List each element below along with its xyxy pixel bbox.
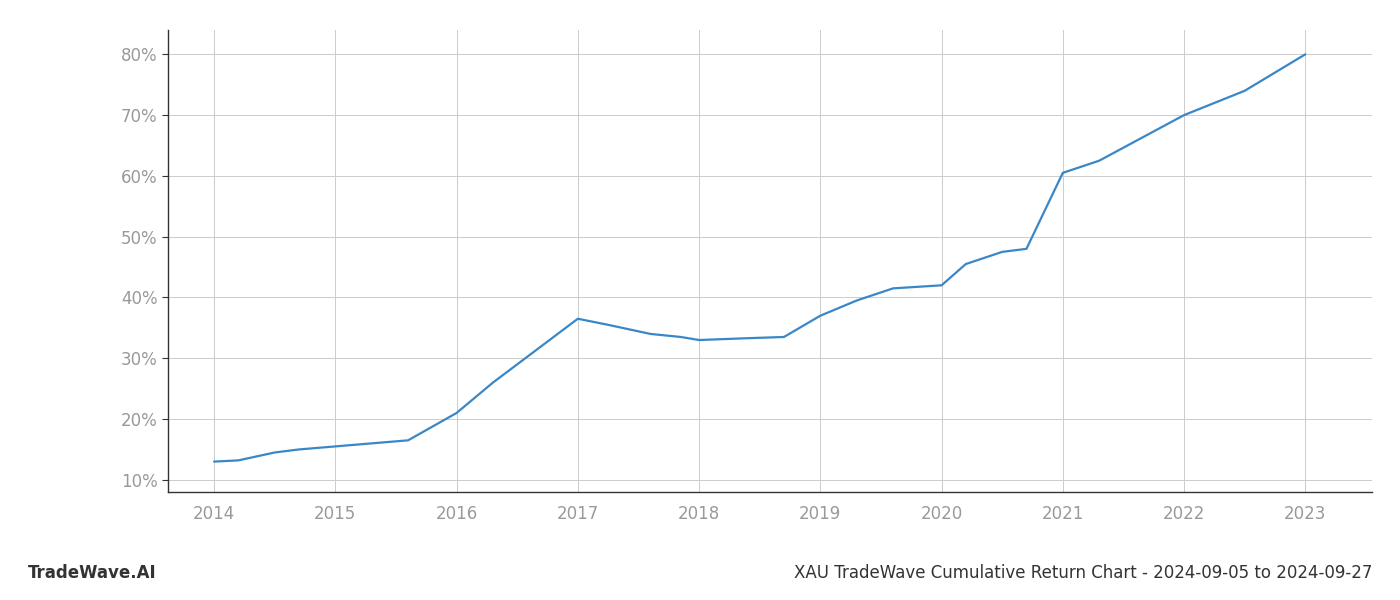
Text: TradeWave.AI: TradeWave.AI bbox=[28, 564, 157, 582]
Text: XAU TradeWave Cumulative Return Chart - 2024-09-05 to 2024-09-27: XAU TradeWave Cumulative Return Chart - … bbox=[794, 564, 1372, 582]
